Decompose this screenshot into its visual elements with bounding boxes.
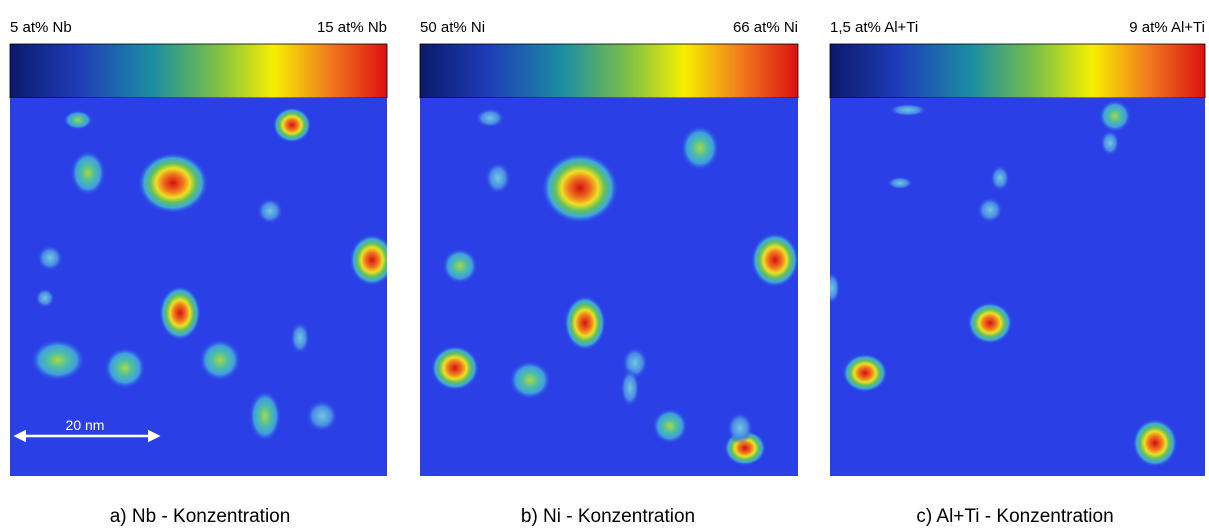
panel: 5 at% Nb 15 at% Nb 20 nm a) Nb - Konzentrat… xyxy=(9,19,388,527)
precipitate xyxy=(564,295,606,351)
precipitate xyxy=(104,347,146,389)
precipitate xyxy=(509,360,551,400)
map-features xyxy=(431,108,798,466)
precipitate xyxy=(272,107,312,143)
precipitate xyxy=(63,110,93,130)
panel: 1,5 at% Al+Ti 9 at% Al+Ti c) Al+Ti - Konze… xyxy=(829,19,1206,527)
precipitate xyxy=(485,162,511,194)
precipitate xyxy=(199,339,241,381)
caption: c) Al+Ti - Konzentration xyxy=(916,506,1113,527)
precipitate xyxy=(541,152,619,224)
precipitate xyxy=(442,248,478,284)
map-features xyxy=(830,100,1178,467)
precipitate xyxy=(977,197,1003,223)
precipitate xyxy=(887,176,913,190)
precipitate xyxy=(349,234,387,286)
concentration-map xyxy=(830,98,1205,476)
precipitate xyxy=(751,232,798,288)
colorbar-min-label: 5 at% Nb xyxy=(10,19,72,36)
scale-bar-label: 20 nm xyxy=(66,417,105,433)
precipitate xyxy=(37,245,63,271)
precipitate xyxy=(967,302,1013,344)
precipitate xyxy=(842,353,888,393)
precipitate xyxy=(249,390,281,442)
precipitate xyxy=(680,125,720,171)
colorbar-min-label: 1,5 at% Al+Ti xyxy=(830,19,918,36)
colorbar-max-label: 66 at% Ni xyxy=(733,19,798,36)
precipitate xyxy=(1132,419,1178,467)
colorbar xyxy=(419,43,799,99)
precipitate xyxy=(70,150,106,196)
concentration-map xyxy=(420,98,798,476)
precipitate xyxy=(431,345,479,391)
precipitate xyxy=(1100,130,1120,156)
precipitate xyxy=(35,288,55,308)
colorbar-max-label: 15 at% Nb xyxy=(317,19,387,36)
precipitate xyxy=(30,339,86,381)
caption: a) Nb - Konzentration xyxy=(110,506,291,527)
precipitate xyxy=(727,412,753,444)
panel: 50 at% Ni 66 at% Ni b) Ni - Konzentration xyxy=(419,19,799,527)
colorbar xyxy=(829,43,1206,99)
precipitate xyxy=(306,400,338,432)
precipitate xyxy=(1099,100,1131,132)
precipitate xyxy=(475,108,505,128)
precipitate xyxy=(652,408,688,444)
precipitate xyxy=(137,152,209,214)
precipitate xyxy=(257,198,283,224)
map-features xyxy=(30,107,387,442)
precipitate xyxy=(159,285,201,341)
colorbar-min-label: 50 at% Ni xyxy=(420,19,485,36)
precipitate xyxy=(620,368,640,408)
colorbar xyxy=(9,43,388,99)
precipitate xyxy=(888,103,928,117)
precipitate xyxy=(290,322,310,354)
colorbar-max-label: 9 at% Al+Ti xyxy=(1129,19,1205,36)
caption: b) Ni - Konzentration xyxy=(521,506,695,527)
precipitate xyxy=(990,165,1010,191)
precipitate xyxy=(830,272,840,304)
